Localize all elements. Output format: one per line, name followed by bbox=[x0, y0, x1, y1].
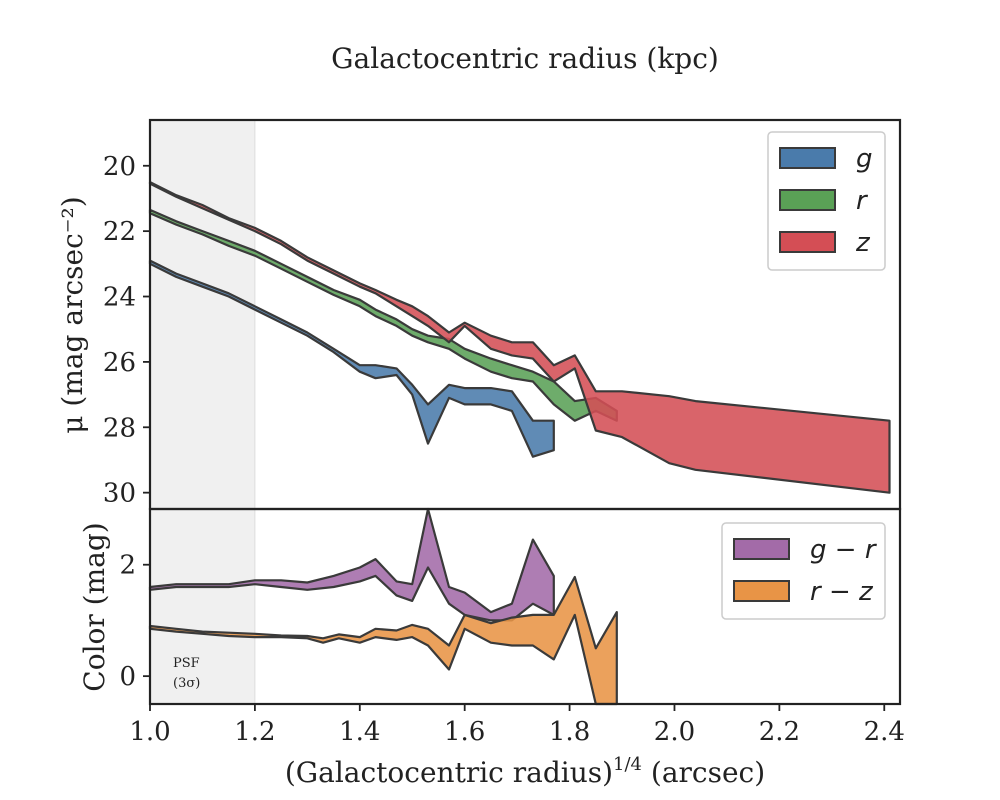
top-band-2 bbox=[148, 181, 891, 494]
bottom-legend-label-0: g − r bbox=[810, 535, 878, 565]
x-axis-title: (Galactocentric radius)1/4 (arcsec) bbox=[285, 754, 765, 789]
top-legend-swatch-2 bbox=[779, 231, 836, 253]
psf-label-line1: PSF bbox=[173, 656, 200, 671]
top-ytick-label: 24 bbox=[103, 283, 136, 313]
bottom-legend-label-1: r − z bbox=[810, 577, 874, 607]
top-ytick-label: 26 bbox=[103, 348, 136, 378]
x-axis-title-unit: (arcsec) bbox=[651, 756, 765, 789]
bottom-xtick-label: 2.0 bbox=[654, 717, 695, 747]
top-band-0 bbox=[148, 259, 555, 458]
bottom-xtick-label: 2.4 bbox=[864, 717, 905, 747]
top-legend-label-0: g bbox=[856, 144, 873, 174]
bottom-xtick-label: 2.2 bbox=[759, 717, 800, 747]
bottom-ytick-label: 2 bbox=[119, 551, 136, 581]
top-ytick-label: 22 bbox=[103, 217, 136, 247]
top-axis-title: Galactocentric radius (kpc) bbox=[331, 42, 719, 75]
top-ytick-label: 28 bbox=[103, 413, 136, 443]
top-panel: grz20222426283051020305075100150 bbox=[103, 118, 902, 511]
bottom-panel-y-axis-title: Color (mag) bbox=[78, 522, 111, 691]
bottom-xtick-label: 1.2 bbox=[234, 717, 275, 747]
bottom-xtick-label: 1.4 bbox=[339, 717, 380, 747]
bottom-xtick-label: 1.6 bbox=[444, 717, 485, 747]
psf-label-line2: (3σ) bbox=[173, 676, 200, 691]
bottom-xtick-label: 1.8 bbox=[549, 717, 590, 747]
bottom-xtick-label: 1.0 bbox=[129, 717, 170, 747]
top-legend-swatch-0 bbox=[779, 147, 836, 169]
top-legend-label-2: z bbox=[855, 228, 871, 258]
x-axis-title-main: (Galactocentric radius) bbox=[285, 756, 613, 789]
bottom-legend-swatch-0 bbox=[733, 538, 790, 560]
bottom-legend-swatch-1 bbox=[733, 580, 790, 602]
bottom-ytick-label: 0 bbox=[119, 662, 136, 692]
top-ytick-label: 20 bbox=[103, 152, 136, 182]
bottom-panel-frame bbox=[148, 507, 902, 706]
top-legend-label-1: r bbox=[856, 186, 869, 216]
top-panel-y-axis-title: μ (mag arcsec⁻²) bbox=[56, 196, 89, 433]
x-axis-title-exponent: 1/4 bbox=[613, 754, 642, 775]
bottom-panel: g − r r − z 0 2 1.0 1.2 1.4 1.6 1.8 2.0 2.2 2.4 bbox=[119, 507, 905, 747]
top-legend-swatch-1 bbox=[779, 189, 836, 211]
top-ytick-label: 30 bbox=[103, 479, 136, 509]
